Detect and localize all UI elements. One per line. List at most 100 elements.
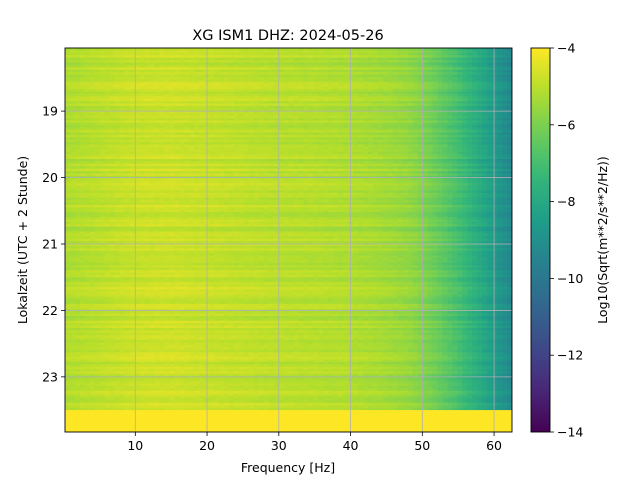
heatmap-cell bbox=[303, 48, 309, 52]
heatmap-cell bbox=[99, 60, 106, 64]
heatmap-cell bbox=[507, 55, 512, 59]
heatmap-cell bbox=[248, 105, 255, 109]
heatmap-cell bbox=[258, 105, 265, 109]
heatmap-cell bbox=[179, 171, 185, 175]
heatmap-cell bbox=[308, 86, 314, 90]
heatmap-cell bbox=[422, 76, 429, 80]
heatmap-cell bbox=[328, 93, 334, 97]
heatmap-cell bbox=[99, 91, 106, 95]
heatmap-cell bbox=[189, 101, 195, 105]
heatmap-cell bbox=[124, 81, 131, 85]
heatmap-cell bbox=[174, 84, 180, 88]
heatmap-cell bbox=[318, 64, 324, 68]
heatmap-cell bbox=[492, 86, 498, 90]
heatmap-cell bbox=[243, 118, 250, 122]
heatmap-cell bbox=[124, 171, 131, 175]
heatmap-cell bbox=[149, 127, 155, 131]
heatmap-cell bbox=[169, 134, 175, 138]
heatmap-cell bbox=[452, 113, 458, 117]
heatmap-cell bbox=[218, 122, 225, 126]
heatmap-cell bbox=[174, 127, 180, 131]
heatmap-cell bbox=[104, 67, 111, 71]
heatmap-cell bbox=[65, 108, 71, 112]
heatmap-cell bbox=[303, 64, 309, 68]
heatmap-cell bbox=[74, 151, 81, 155]
heatmap-cell bbox=[358, 120, 364, 124]
heatmap-cell bbox=[154, 120, 160, 124]
heatmap-cell bbox=[114, 57, 121, 61]
heatmap-cell bbox=[84, 103, 91, 107]
heatmap-cell bbox=[392, 72, 399, 76]
heatmap-cell bbox=[293, 178, 300, 182]
heatmap-cell bbox=[432, 118, 439, 122]
heatmap-cell bbox=[363, 168, 369, 172]
heatmap-cell bbox=[358, 139, 364, 143]
heatmap-cell bbox=[402, 137, 409, 141]
heatmap-cell bbox=[343, 84, 349, 88]
heatmap-cell bbox=[124, 86, 131, 90]
heatmap-cell bbox=[238, 178, 245, 182]
heatmap-cell bbox=[412, 120, 419, 124]
heatmap-cell bbox=[392, 134, 399, 138]
heatmap-cell bbox=[437, 91, 444, 95]
heatmap-cell bbox=[179, 57, 185, 61]
heatmap-cell bbox=[179, 79, 185, 83]
heatmap-cell bbox=[144, 151, 151, 155]
heatmap-cell bbox=[293, 86, 300, 90]
heatmap-cell bbox=[243, 113, 250, 117]
heatmap-cell bbox=[397, 137, 404, 141]
heatmap-cell bbox=[492, 142, 498, 146]
heatmap-cell bbox=[104, 57, 111, 61]
heatmap-cell bbox=[218, 144, 225, 148]
heatmap-cell bbox=[313, 76, 319, 80]
heatmap-cell bbox=[298, 76, 304, 80]
heatmap-cell bbox=[218, 163, 225, 167]
heatmap-cell bbox=[487, 89, 493, 93]
heatmap-cell bbox=[392, 50, 399, 54]
heatmap-cell bbox=[382, 144, 389, 148]
heatmap-cell bbox=[462, 173, 468, 177]
heatmap-cell bbox=[223, 48, 230, 52]
heatmap-cell bbox=[452, 103, 458, 107]
heatmap-cell bbox=[353, 96, 359, 100]
heatmap-cell bbox=[477, 76, 483, 80]
heatmap-cell bbox=[99, 173, 106, 177]
heatmap-cell bbox=[268, 173, 275, 177]
heatmap-cell bbox=[189, 93, 195, 97]
heatmap-cell bbox=[377, 144, 384, 148]
heatmap-cell bbox=[477, 72, 483, 76]
heatmap-cell bbox=[278, 120, 285, 124]
heatmap-cell bbox=[258, 84, 265, 88]
heatmap-cell bbox=[169, 55, 175, 59]
heatmap-cell bbox=[477, 168, 483, 172]
heatmap-cell bbox=[139, 142, 146, 146]
heatmap-cell bbox=[154, 163, 160, 167]
heatmap-cell bbox=[99, 180, 106, 184]
heatmap-cell bbox=[149, 142, 155, 146]
heatmap-cell bbox=[343, 76, 349, 80]
heatmap-cell bbox=[422, 161, 429, 165]
heatmap-cell bbox=[363, 101, 369, 105]
heatmap-cell bbox=[104, 79, 111, 83]
heatmap-cell bbox=[209, 57, 215, 61]
heatmap-cell bbox=[333, 118, 339, 122]
heatmap-cell bbox=[507, 154, 512, 158]
heatmap-cell bbox=[338, 127, 344, 131]
heatmap-cell bbox=[328, 168, 334, 172]
heatmap-cell bbox=[323, 98, 329, 102]
heatmap-cell bbox=[238, 122, 245, 126]
heatmap-cell bbox=[427, 171, 434, 175]
heatmap-cell bbox=[333, 122, 339, 126]
heatmap-cell bbox=[288, 110, 295, 114]
heatmap-cell bbox=[328, 103, 334, 107]
heatmap-cell bbox=[392, 132, 399, 136]
heatmap-cell bbox=[174, 130, 180, 134]
heatmap-cell bbox=[387, 76, 394, 80]
heatmap-cell bbox=[318, 151, 324, 155]
heatmap-cell bbox=[209, 79, 215, 83]
heatmap-cell bbox=[407, 74, 414, 78]
heatmap-cell bbox=[65, 159, 71, 163]
heatmap-cell bbox=[328, 159, 334, 163]
heatmap-cell bbox=[69, 173, 76, 177]
heatmap-cell bbox=[392, 166, 399, 170]
